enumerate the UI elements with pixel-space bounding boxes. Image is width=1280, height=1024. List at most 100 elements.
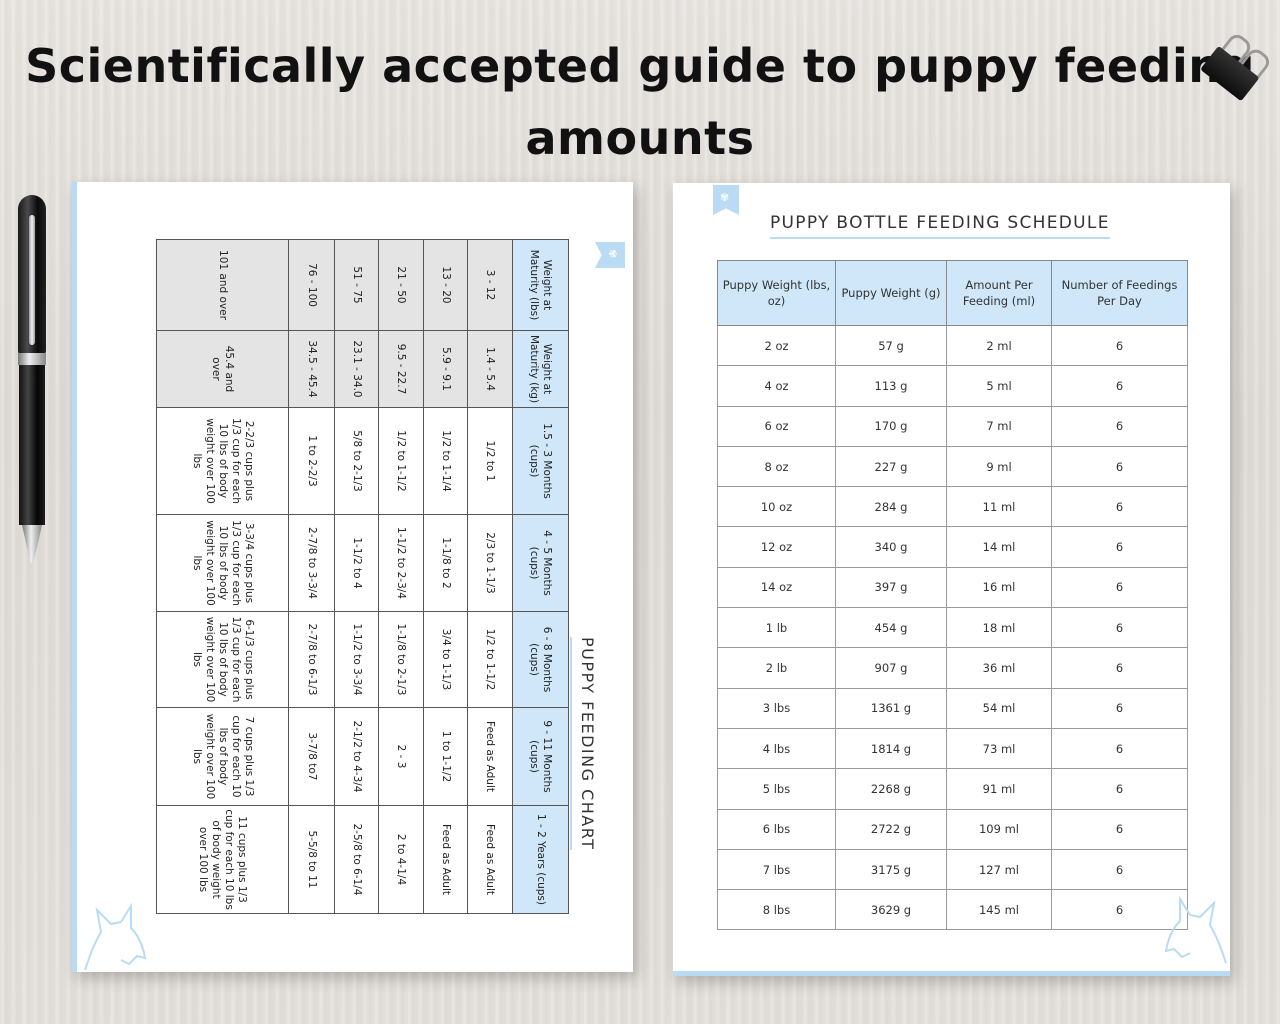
- table-row: 1 lb 454 g 18 ml 6: [717, 607, 1188, 649]
- table-cell: 113 g: [835, 365, 947, 407]
- table-cell: 76 - 100: [288, 239, 335, 331]
- table-cell: 7 lbs: [717, 848, 836, 891]
- table-cell: 6: [1051, 486, 1188, 528]
- table-cell: 284 g: [835, 486, 947, 528]
- table-cell: 16 ml: [946, 566, 1052, 609]
- table-cell: 91 ml: [946, 768, 1052, 810]
- table-cell: 1-1/2 to 2-3/4: [378, 514, 424, 612]
- feeding-chart-table: Weight at Maturity (lbs) Weight at Matur…: [156, 239, 569, 914]
- table-cell: 6 oz: [717, 405, 836, 447]
- table-row: 101 and over 45.4 and over 2-2/3 cups pl…: [156, 239, 289, 914]
- table-cell: 6 lbs: [717, 808, 836, 850]
- table-cell: 1361 g: [835, 687, 947, 729]
- table-cell: 5 lbs: [717, 768, 836, 810]
- table-row: 13 - 20 5.9 - 9.1 1/2 to 1-1/4 1-1/8 to …: [423, 239, 468, 914]
- table-row: Puppy Weight (lbs, oz) Puppy Weight (g) …: [717, 260, 1188, 326]
- table-row: Weight at Maturity (lbs) Weight at Matur…: [512, 239, 569, 914]
- table-row: 10 oz 284 g 11 ml 6: [717, 486, 1188, 528]
- table-cell: 18 ml: [946, 607, 1052, 649]
- table-cell: 1-1/2 to 4: [334, 514, 379, 612]
- table-cell: 1814 g: [835, 727, 947, 770]
- table-cell: 45.4 and over: [156, 330, 289, 408]
- table-header: 6 - 8 Months (cups): [512, 611, 569, 708]
- table-cell: 23.1 - 34.0: [334, 330, 379, 408]
- pen-icon: [18, 195, 46, 580]
- table-row: 76 - 100 34.5 - 45.4 1 to 2-2/3 2-7/8 to…: [288, 239, 335, 914]
- table-cell: 1-1/2 to 3-3/4: [334, 611, 379, 708]
- table-cell: 2 to 4-1/4: [378, 805, 424, 914]
- table-cell: 2 - 3: [378, 707, 424, 806]
- table-cell: 11 cups plus 1/3 cup for each 10 lbs of …: [156, 805, 289, 914]
- table-cell: 2-7/8 to 3-3/4: [288, 514, 335, 612]
- table-header: Weight at Maturity (lbs): [512, 239, 569, 331]
- table-cell: 1/2 to 1-1/4: [423, 407, 468, 515]
- table-cell: 6: [1051, 889, 1188, 931]
- table-row: 4 lbs 1814 g 73 ml 6: [717, 727, 1188, 770]
- table-cell: 2-2/3 cups plus 1/3 cup for each 10 lbs …: [156, 407, 289, 515]
- table-header: 4 - 5 Months (cups): [512, 514, 569, 612]
- feeding-chart-title: PUPPY FEEDING CHART: [570, 637, 597, 851]
- table-cell: Feed as Adult: [467, 805, 513, 914]
- table-cell: 3 - 12: [467, 239, 513, 331]
- table-row: 3 - 12 1.4 - 5.4 1/2 to 1 2/3 to 1-1/3 1…: [467, 239, 513, 914]
- table-cell: 7 cups plus 1/3 cup for each 10 lbs of b…: [156, 707, 289, 806]
- table-row: 6 lbs 2722 g 109 ml 6: [717, 808, 1188, 850]
- table-cell: 6: [1051, 405, 1188, 447]
- table-header: Puppy Weight (g): [835, 260, 947, 326]
- table-cell: 3175 g: [835, 848, 947, 891]
- table-cell: 6: [1051, 607, 1188, 649]
- table-cell: 2 ml: [946, 324, 1052, 367]
- table-cell: 127 ml: [946, 848, 1052, 891]
- table-cell: 3629 g: [835, 889, 947, 931]
- table-cell: 1 to 1-1/2: [423, 707, 468, 806]
- table-header: 1 - 2 Years (cups): [512, 805, 569, 914]
- table-cell: 9.5 - 22.7: [378, 330, 424, 408]
- table-cell: 7 ml: [946, 405, 1052, 447]
- table-cell: 145 ml: [946, 889, 1052, 931]
- table-cell: 1-1/8 to 2-1/3: [378, 611, 424, 708]
- table-cell: 170 g: [835, 405, 947, 447]
- table-cell: 6: [1051, 687, 1188, 729]
- table-cell: 6: [1051, 848, 1188, 891]
- table-cell: 6: [1051, 808, 1188, 850]
- table-cell: 4 lbs: [717, 727, 836, 770]
- table-cell: 3-3/4 cups plus 1/3 cup for each 10 lbs …: [156, 514, 289, 612]
- feeding-chart-page: ✾ PUPPY FEEDING CHART Weight at Maturity…: [72, 182, 633, 972]
- table-row: 2 lb 907 g 36 ml 6: [717, 647, 1188, 689]
- table-cell: 2 oz: [717, 324, 836, 367]
- table-cell: 1/2 to 1: [467, 407, 513, 515]
- table-cell: 340 g: [835, 526, 947, 568]
- dog-outline-icon: [1160, 895, 1230, 965]
- table-cell: 6: [1051, 566, 1188, 609]
- table-row: 5 lbs 2268 g 91 ml 6: [717, 768, 1188, 810]
- table-cell: 6: [1051, 526, 1188, 568]
- table-row: 14 oz 397 g 16 ml 6: [717, 566, 1188, 609]
- table-header: 1.5 - 3 Months (cups): [512, 407, 569, 515]
- table-cell: 11 ml: [946, 486, 1052, 528]
- table-cell: 9 ml: [946, 445, 1052, 488]
- table-row: 7 lbs 3175 g 127 ml 6: [717, 848, 1188, 891]
- table-cell: 1 to 2-2/3: [288, 407, 335, 515]
- table-cell: 21 - 50: [378, 239, 424, 331]
- table-cell: 51 - 75: [334, 239, 379, 331]
- table-cell: 2 lb: [717, 647, 836, 689]
- paw-bookmark-icon: ✾: [713, 185, 739, 215]
- table-cell: 2-1/2 to 4-3/4: [334, 707, 379, 806]
- table-cell: 1/2 to 1-1/2: [378, 407, 424, 515]
- table-cell: 13 - 20: [423, 239, 468, 331]
- table-cell: 1/2 to 1-1/2: [467, 611, 513, 708]
- table-cell: 57 g: [835, 324, 947, 367]
- table-cell: 54 ml: [946, 687, 1052, 729]
- table-cell: 2-5/8 to 6-1/4: [334, 805, 379, 914]
- table-cell: 109 ml: [946, 808, 1052, 850]
- table-cell: 6: [1051, 768, 1188, 810]
- table-cell: 2-7/8 to 6-1/3: [288, 611, 335, 708]
- table-cell: 1.4 - 5.4: [467, 330, 513, 408]
- dog-outline-icon: [81, 902, 151, 972]
- table-header: Puppy Weight (lbs, oz): [717, 260, 836, 326]
- bottle-feeding-title: PUPPY BOTTLE FEEDING SCHEDULE: [770, 213, 1110, 239]
- table-cell: 2268 g: [835, 768, 947, 810]
